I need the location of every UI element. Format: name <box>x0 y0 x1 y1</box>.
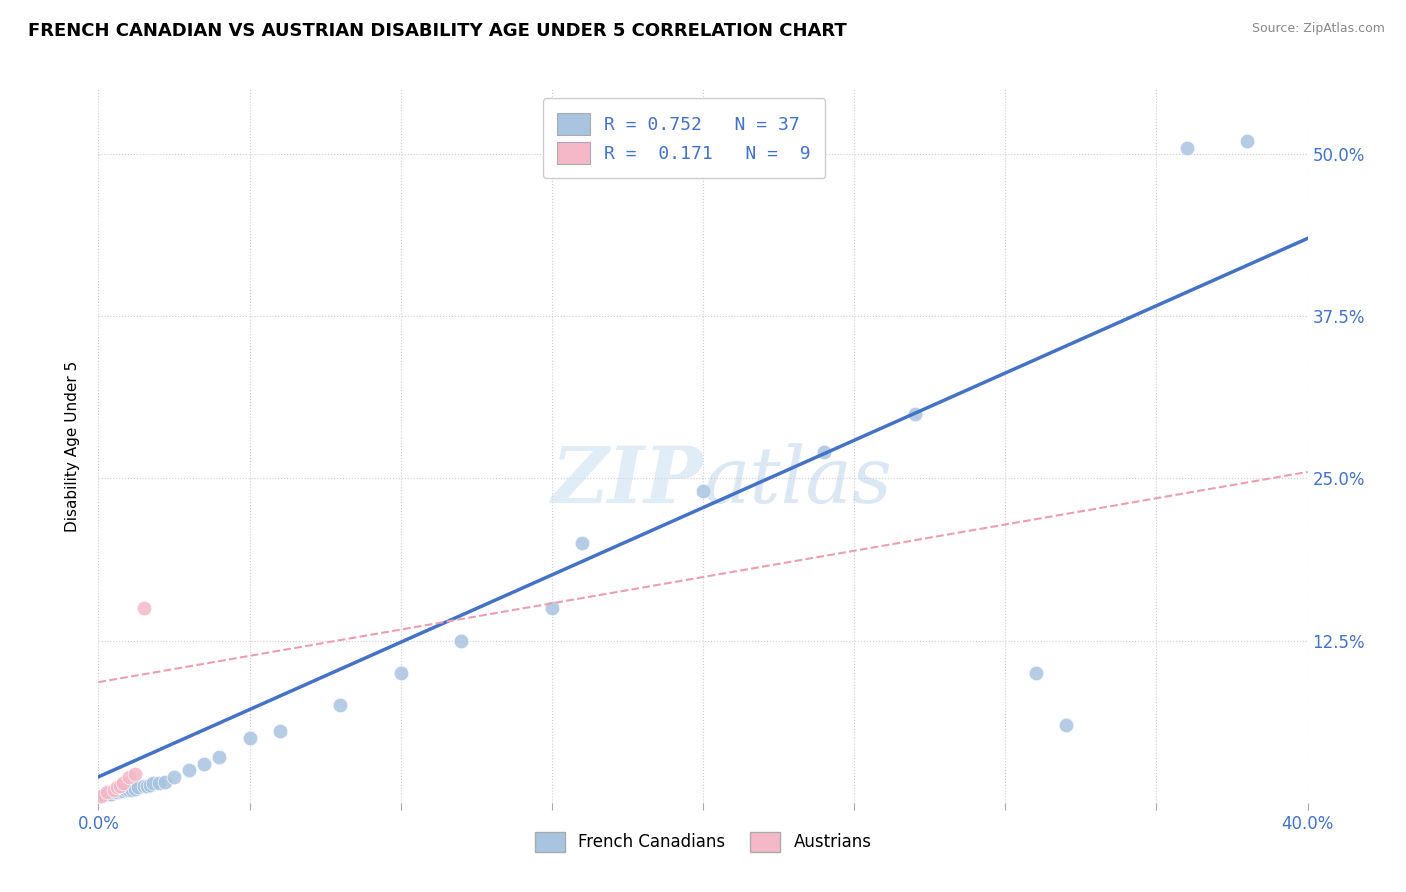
Point <box>118 770 141 784</box>
Point <box>111 784 134 798</box>
Point <box>124 781 146 796</box>
Point <box>108 779 131 793</box>
Point <box>540 601 562 615</box>
Point <box>90 789 112 804</box>
Point <box>193 756 215 771</box>
Point <box>132 601 155 615</box>
Point <box>1236 134 1258 148</box>
Point <box>114 782 136 797</box>
Point <box>135 779 157 793</box>
Point <box>105 785 128 799</box>
Point <box>103 785 125 799</box>
Point <box>96 787 118 801</box>
Point <box>269 724 291 739</box>
Point <box>121 782 143 797</box>
Point <box>111 776 134 790</box>
Point <box>329 698 352 713</box>
Point <box>127 780 149 795</box>
Point <box>96 785 118 799</box>
Point <box>208 750 231 764</box>
Point <box>132 779 155 793</box>
Point <box>239 731 262 745</box>
Legend: French Canadians, Austrians: French Canadians, Austrians <box>527 825 879 859</box>
Point <box>108 784 131 798</box>
Point <box>1175 140 1198 154</box>
Point <box>389 666 412 681</box>
Point <box>1024 666 1046 681</box>
Point <box>103 782 125 797</box>
Point <box>93 788 115 802</box>
Text: Source: ZipAtlas.com: Source: ZipAtlas.com <box>1251 22 1385 36</box>
Point <box>105 780 128 795</box>
Point <box>153 775 176 789</box>
Point <box>124 767 146 781</box>
Text: ZIP: ZIP <box>551 443 703 520</box>
Text: atlas: atlas <box>703 443 891 520</box>
Point <box>571 536 593 550</box>
Point <box>692 484 714 499</box>
Point <box>450 633 472 648</box>
Point <box>90 789 112 804</box>
Point <box>163 770 186 784</box>
Point <box>142 776 165 790</box>
Point <box>904 407 927 421</box>
Point <box>148 776 170 790</box>
Text: FRENCH CANADIAN VS AUSTRIAN DISABILITY AGE UNDER 5 CORRELATION CHART: FRENCH CANADIAN VS AUSTRIAN DISABILITY A… <box>28 22 846 40</box>
Y-axis label: Disability Age Under 5: Disability Age Under 5 <box>65 360 80 532</box>
Point <box>179 764 201 778</box>
Point <box>139 778 162 792</box>
Point <box>118 782 141 797</box>
Point <box>813 445 835 459</box>
Point <box>100 787 122 801</box>
Point <box>1054 718 1077 732</box>
